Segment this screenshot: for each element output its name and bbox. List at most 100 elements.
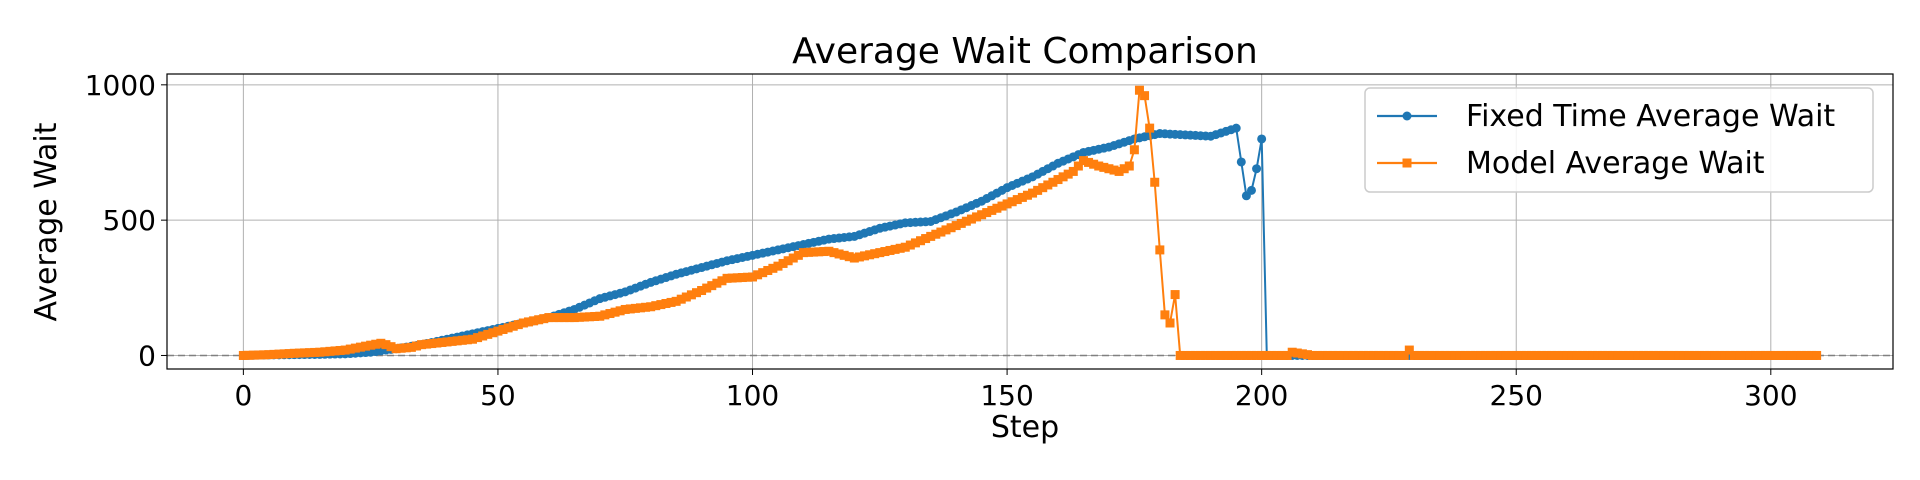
legend: Fixed Time Average Wait Model Average Wa… <box>1364 87 1874 193</box>
data-point <box>1593 350 1603 360</box>
data-point <box>330 346 340 356</box>
data-point <box>590 311 600 321</box>
data-point <box>1114 166 1124 176</box>
data-point <box>243 350 253 360</box>
data-point <box>1496 350 1506 360</box>
data-point <box>875 248 885 258</box>
data-point <box>1328 350 1338 360</box>
data-point <box>1364 350 1374 360</box>
data-point <box>1674 350 1684 360</box>
data-point <box>1623 350 1633 360</box>
data-point <box>335 345 345 355</box>
data-point <box>513 320 523 330</box>
data-point <box>1761 350 1771 360</box>
data-point <box>1353 350 1363 360</box>
data-point <box>895 243 905 253</box>
data-point <box>656 300 666 310</box>
legend-label-fixed-time: Fixed Time Average Wait <box>1466 99 1835 134</box>
data-point <box>788 253 798 263</box>
data-point <box>1084 157 1094 167</box>
data-point <box>737 273 747 283</box>
data-point <box>1486 350 1496 360</box>
data-point <box>1007 197 1017 207</box>
data-point <box>1124 161 1134 171</box>
x-tick-label: 50 <box>480 379 516 412</box>
data-point <box>1119 164 1129 174</box>
data-point <box>508 321 518 331</box>
data-point <box>1766 350 1776 360</box>
data-point <box>1277 350 1287 360</box>
x-axis-ticks: 0 50 100 150 200 250 300 <box>234 369 1798 412</box>
data-point <box>1583 350 1593 360</box>
data-point <box>279 349 289 359</box>
data-point <box>1231 350 1241 360</box>
x-tick-label: 250 <box>1490 379 1543 412</box>
data-point <box>1038 183 1048 193</box>
data-point <box>1343 350 1353 360</box>
data-point <box>1491 350 1501 360</box>
data-point <box>1170 290 1180 300</box>
data-point <box>401 343 411 353</box>
data-point <box>254 350 264 360</box>
data-point <box>814 247 824 257</box>
data-point <box>1073 161 1083 171</box>
data-point <box>1246 350 1256 360</box>
legend-entry-fixed-time: Fixed Time Average Wait <box>1377 99 1835 134</box>
data-point <box>712 278 722 288</box>
data-point <box>478 331 488 341</box>
data-point <box>1618 350 1628 360</box>
data-point <box>1089 159 1099 169</box>
data-point <box>1506 350 1516 360</box>
data-point <box>381 340 391 350</box>
data-point <box>503 323 513 333</box>
data-point <box>1644 350 1654 360</box>
data-point <box>1358 350 1368 360</box>
data-point <box>646 302 656 312</box>
data-point <box>1292 348 1302 358</box>
data-point <box>1756 350 1766 360</box>
y-axis-label: Average Wait <box>29 122 64 321</box>
data-point <box>926 231 936 241</box>
data-point <box>534 315 544 325</box>
data-point <box>849 253 859 263</box>
data-point <box>411 341 421 351</box>
data-point <box>345 344 355 354</box>
data-point <box>1633 350 1643 360</box>
data-point <box>544 313 554 323</box>
data-point <box>773 261 783 271</box>
data-point <box>1043 180 1053 190</box>
data-point <box>1318 350 1328 360</box>
data-point <box>1211 350 1221 360</box>
data-point <box>620 304 630 314</box>
y-tick-label: 500 <box>103 204 156 237</box>
data-point <box>936 227 946 237</box>
data-point <box>824 246 834 256</box>
data-point <box>809 247 819 257</box>
data-point <box>605 309 615 319</box>
data-point <box>910 238 920 248</box>
data-point <box>1745 350 1755 360</box>
data-point <box>956 218 966 228</box>
plot-frame <box>166 73 1894 370</box>
data-point <box>1404 345 1414 355</box>
data-point <box>753 270 763 280</box>
data-point <box>417 340 427 350</box>
data-point <box>793 250 803 260</box>
data-point <box>600 310 610 320</box>
data-point <box>1308 350 1318 360</box>
data-point <box>1033 185 1043 195</box>
data-point <box>1414 350 1424 360</box>
data-point <box>1684 350 1694 360</box>
data-point <box>1420 350 1430 360</box>
data-point <box>1221 350 1231 360</box>
data-point <box>1058 172 1068 182</box>
data-point <box>1659 350 1669 360</box>
data-point <box>610 307 620 317</box>
data-point <box>1588 350 1598 360</box>
data-point <box>1700 350 1710 360</box>
data-point <box>961 216 971 226</box>
data-point <box>386 342 396 352</box>
data-point <box>1099 162 1109 172</box>
x-tick-label: 0 <box>234 379 252 412</box>
data-point <box>1180 350 1190 360</box>
